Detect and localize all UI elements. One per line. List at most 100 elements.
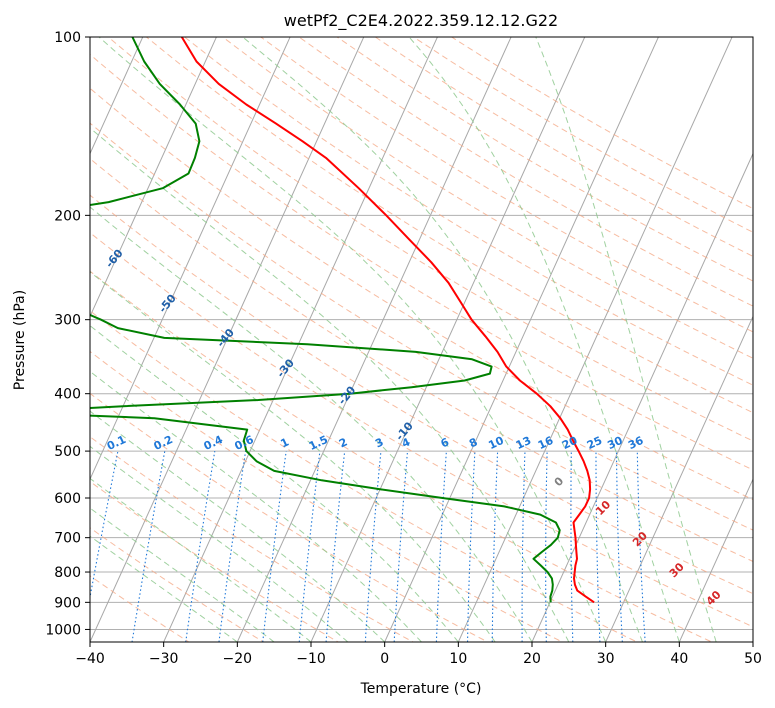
mixing-ratio-label: 0.4	[202, 433, 225, 453]
dry-adiabat	[374, 37, 753, 257]
dry-adiabat	[336, 37, 753, 282]
dry-adiabat	[298, 37, 753, 307]
dry-adiabat	[90, 53, 753, 471]
x-tick-label: −40	[75, 651, 105, 667]
moist-adiabat	[242, 37, 643, 642]
dry-adiabat	[90, 310, 639, 642]
y-axis: 100 200 300 400 500 600 700 800 900 1000	[45, 30, 90, 638]
y-tick-label: 300	[54, 313, 81, 329]
moist-adiabat	[90, 477, 312, 642]
moist-adiabat	[90, 271, 496, 642]
mixing-ratio-line	[131, 450, 166, 642]
moist-adiabat	[408, 37, 680, 642]
dry-adiabat	[412, 37, 753, 233]
x-tick-label: 40	[670, 651, 688, 667]
mixing-ratio-line	[615, 451, 623, 642]
mixing-ratio-line	[262, 451, 287, 642]
mixing-ratio-label: 1	[278, 435, 290, 450]
x-tick-label: 10	[449, 651, 467, 667]
isotherm	[457, 37, 733, 642]
dry-adiabat	[90, 194, 753, 595]
chart-title: wetPf2_C2E4.2022.359.12.12.G22	[284, 11, 558, 31]
dry-adiabat	[90, 436, 414, 642]
dry-adiabat	[145, 37, 753, 414]
isotherms	[0, 10, 753, 654]
mixing-ratio-label: 16	[536, 434, 556, 452]
x-tick-label: 50	[744, 651, 762, 667]
dry-adiabat	[90, 527, 265, 642]
y-tick-label: 800	[54, 565, 81, 581]
isotherm	[384, 37, 659, 642]
moist-adiabat	[90, 370, 422, 642]
dewpoint-profile	[90, 37, 561, 603]
dry-adiabat-label: -20	[336, 383, 359, 407]
x-tick-label: 30	[597, 651, 615, 667]
moist-adiabat	[535, 37, 717, 642]
dry-adiabat	[90, 270, 713, 642]
isotherm	[310, 37, 586, 642]
x-tick-label: −30	[149, 651, 179, 667]
x-axis: −40 −30 −20 −10 0 10 20 30 40 50	[75, 642, 762, 667]
dry-adiabat	[183, 37, 753, 386]
dry-adiabat-label: -40	[214, 326, 237, 350]
mixing-ratio-line	[325, 451, 346, 642]
pressure-gridlines	[90, 37, 753, 630]
moist-adiabat	[90, 325, 459, 642]
mixing-ratio-label: 0.1	[105, 433, 128, 453]
sounding-series	[90, 37, 595, 604]
y-tick-label: 500	[54, 444, 81, 460]
moist-adiabat	[90, 206, 533, 642]
isotherm	[163, 37, 438, 642]
dry-adiabat-label: -80	[2, 144, 25, 168]
mixing-ratio-label: 20	[560, 434, 580, 452]
mixing-ratio-label: 25	[585, 434, 604, 452]
isotherm	[0, 10, 8, 654]
dry-adiabat	[259, 37, 753, 333]
mixing-ratio-label: 0.2	[152, 433, 175, 453]
moist-adiabat-label: 30	[667, 560, 687, 580]
dry-adiabat	[90, 87, 753, 501]
mixing-ratio-line	[521, 451, 526, 642]
dry-adiabat	[90, 122, 753, 531]
moist-adiabat-label: 40	[704, 588, 724, 608]
temperature-profile	[180, 37, 595, 604]
mixing-ratio-line	[298, 451, 321, 642]
mixing-ratio-line	[545, 451, 548, 642]
dry-adiabat	[90, 392, 489, 642]
moist-adiabat	[90, 535, 238, 642]
dry-adiabat-label: -60	[103, 247, 126, 271]
dry-adiabat	[90, 575, 190, 642]
mixing-ratio-line	[636, 451, 646, 642]
plot-frame	[89, 36, 754, 643]
moist-adiabat	[98, 37, 607, 642]
mixing-ratio-line	[218, 451, 247, 642]
moist-adiabat	[90, 410, 386, 642]
mixing-ratio-label: 2	[337, 435, 349, 450]
y-tick-label: 200	[54, 208, 81, 224]
mixing-ratio-line	[185, 451, 216, 642]
isotherm	[90, 37, 217, 318]
y-tick-label: 100	[54, 30, 81, 46]
isotherm	[90, 37, 144, 155]
y-axis-title: Pressure (hPa)	[12, 290, 28, 390]
moist-adiabat	[90, 127, 570, 642]
dry-adiabat	[450, 37, 753, 210]
x-tick-label: 0	[380, 651, 389, 667]
dry-adiabat	[90, 350, 564, 642]
isotherm	[90, 37, 291, 481]
dry-adiabat	[90, 232, 753, 628]
mixing-ratio-label: 10	[486, 434, 506, 452]
dry-adiabat	[90, 158, 753, 563]
dry-adiabat-label: -10	[393, 419, 416, 443]
mixing-ratio-line	[595, 451, 601, 642]
y-tick-label: 1000	[45, 622, 81, 638]
mixing-ratio-line	[364, 451, 382, 642]
dry-adiabat	[90, 480, 340, 642]
dry-adiabat-label: -50	[156, 292, 179, 316]
moist-adiabat	[90, 507, 275, 642]
isotherm	[752, 640, 753, 642]
mixing-ratio-line	[491, 451, 499, 642]
mixing-ratio-line	[435, 451, 447, 642]
